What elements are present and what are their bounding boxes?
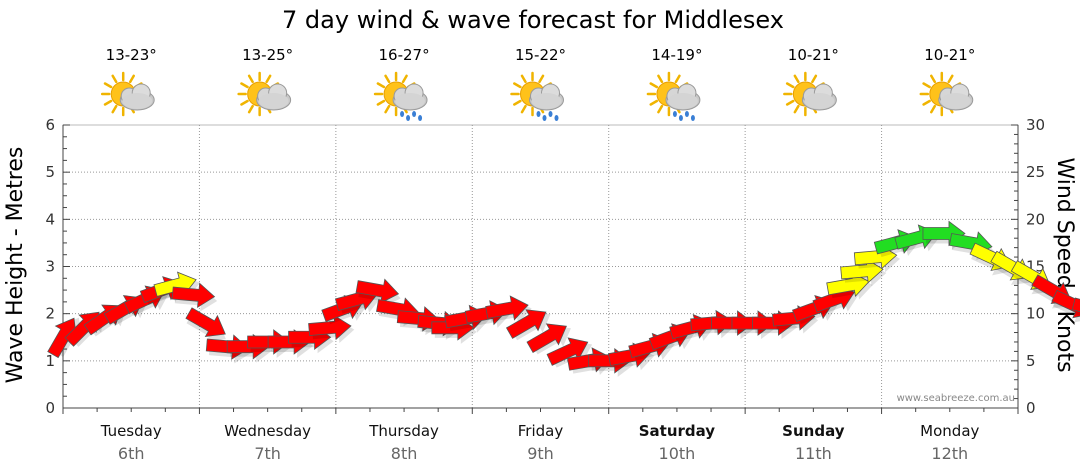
day-label: Wednesday (224, 422, 311, 440)
y-tick-label-right: 20 (1026, 210, 1045, 228)
wind-arrow (288, 324, 334, 354)
day-label: Sunday (782, 422, 845, 440)
wind-arrow (308, 314, 355, 343)
temperature-range: 14-19° (651, 46, 702, 64)
day-label: Tuesday (100, 422, 162, 440)
day-label: Saturday (639, 422, 716, 440)
y-tick-label-left: 1 (45, 352, 55, 370)
temperature-range: 15-22° (515, 46, 566, 64)
y-tick-label-left: 0 (45, 399, 55, 417)
credit-text: www.seabreeze.com.au (897, 393, 1015, 404)
day-label: Friday (518, 422, 564, 440)
y-tick-label-right: 0 (1026, 399, 1036, 417)
partly-cloudy-icon (783, 71, 837, 117)
date-label: 7th (254, 444, 281, 463)
date-label: 9th (527, 444, 554, 463)
wind-arrow (185, 307, 226, 342)
y-tick-label-right: 25 (1026, 163, 1045, 181)
temperature-range: 10-21° (924, 46, 975, 64)
date-label: 12th (931, 444, 968, 463)
partly-cloudy-icon (100, 71, 155, 117)
wind-arrow (526, 323, 571, 355)
partly-cloudy-icon (237, 71, 292, 117)
y-axis-right-label: Wind Speed - Knots (1052, 157, 1077, 372)
y-tick-label-left: 2 (45, 305, 55, 323)
chart-title: 7 day wind & wave forecast for Middlesex (282, 6, 784, 34)
temperature-range: 13-23° (106, 46, 157, 64)
wind-arrow (826, 271, 873, 300)
date-label: 6th (118, 444, 145, 463)
y-tick-label-left: 4 (45, 210, 55, 228)
showers-icon (510, 71, 564, 121)
showers-icon (646, 71, 701, 121)
y-tick-label-left: 3 (45, 258, 55, 276)
y-axis-left-label: Wave Height - Metres (3, 147, 28, 384)
wind-arrow (546, 337, 593, 368)
temperature-range: 10-21° (788, 46, 839, 64)
date-label: 8th (391, 444, 418, 463)
date-label: 10th (659, 444, 696, 463)
wind-arrow (1071, 297, 1080, 327)
date-label: 11th (795, 444, 832, 463)
day-label: Monday (920, 422, 979, 440)
y-tick-label-right: 5 (1026, 352, 1036, 370)
partly-cloudy-icon (919, 71, 974, 117)
day-label: Thursday (368, 422, 439, 440)
wind-arrow (840, 257, 887, 287)
wind-arrow (171, 282, 218, 312)
wind-arrow (485, 295, 532, 324)
y-tick-label-right: 30 (1026, 116, 1045, 134)
y-tick-label-left: 6 (45, 116, 55, 134)
y-tick-label-left: 5 (45, 163, 55, 181)
temperature-range: 13-25° (242, 46, 293, 64)
y-tick-label-right: 10 (1026, 305, 1045, 323)
wind-arrow (505, 309, 551, 341)
temperature-range: 16-27° (379, 46, 430, 64)
showers-icon (373, 71, 428, 121)
